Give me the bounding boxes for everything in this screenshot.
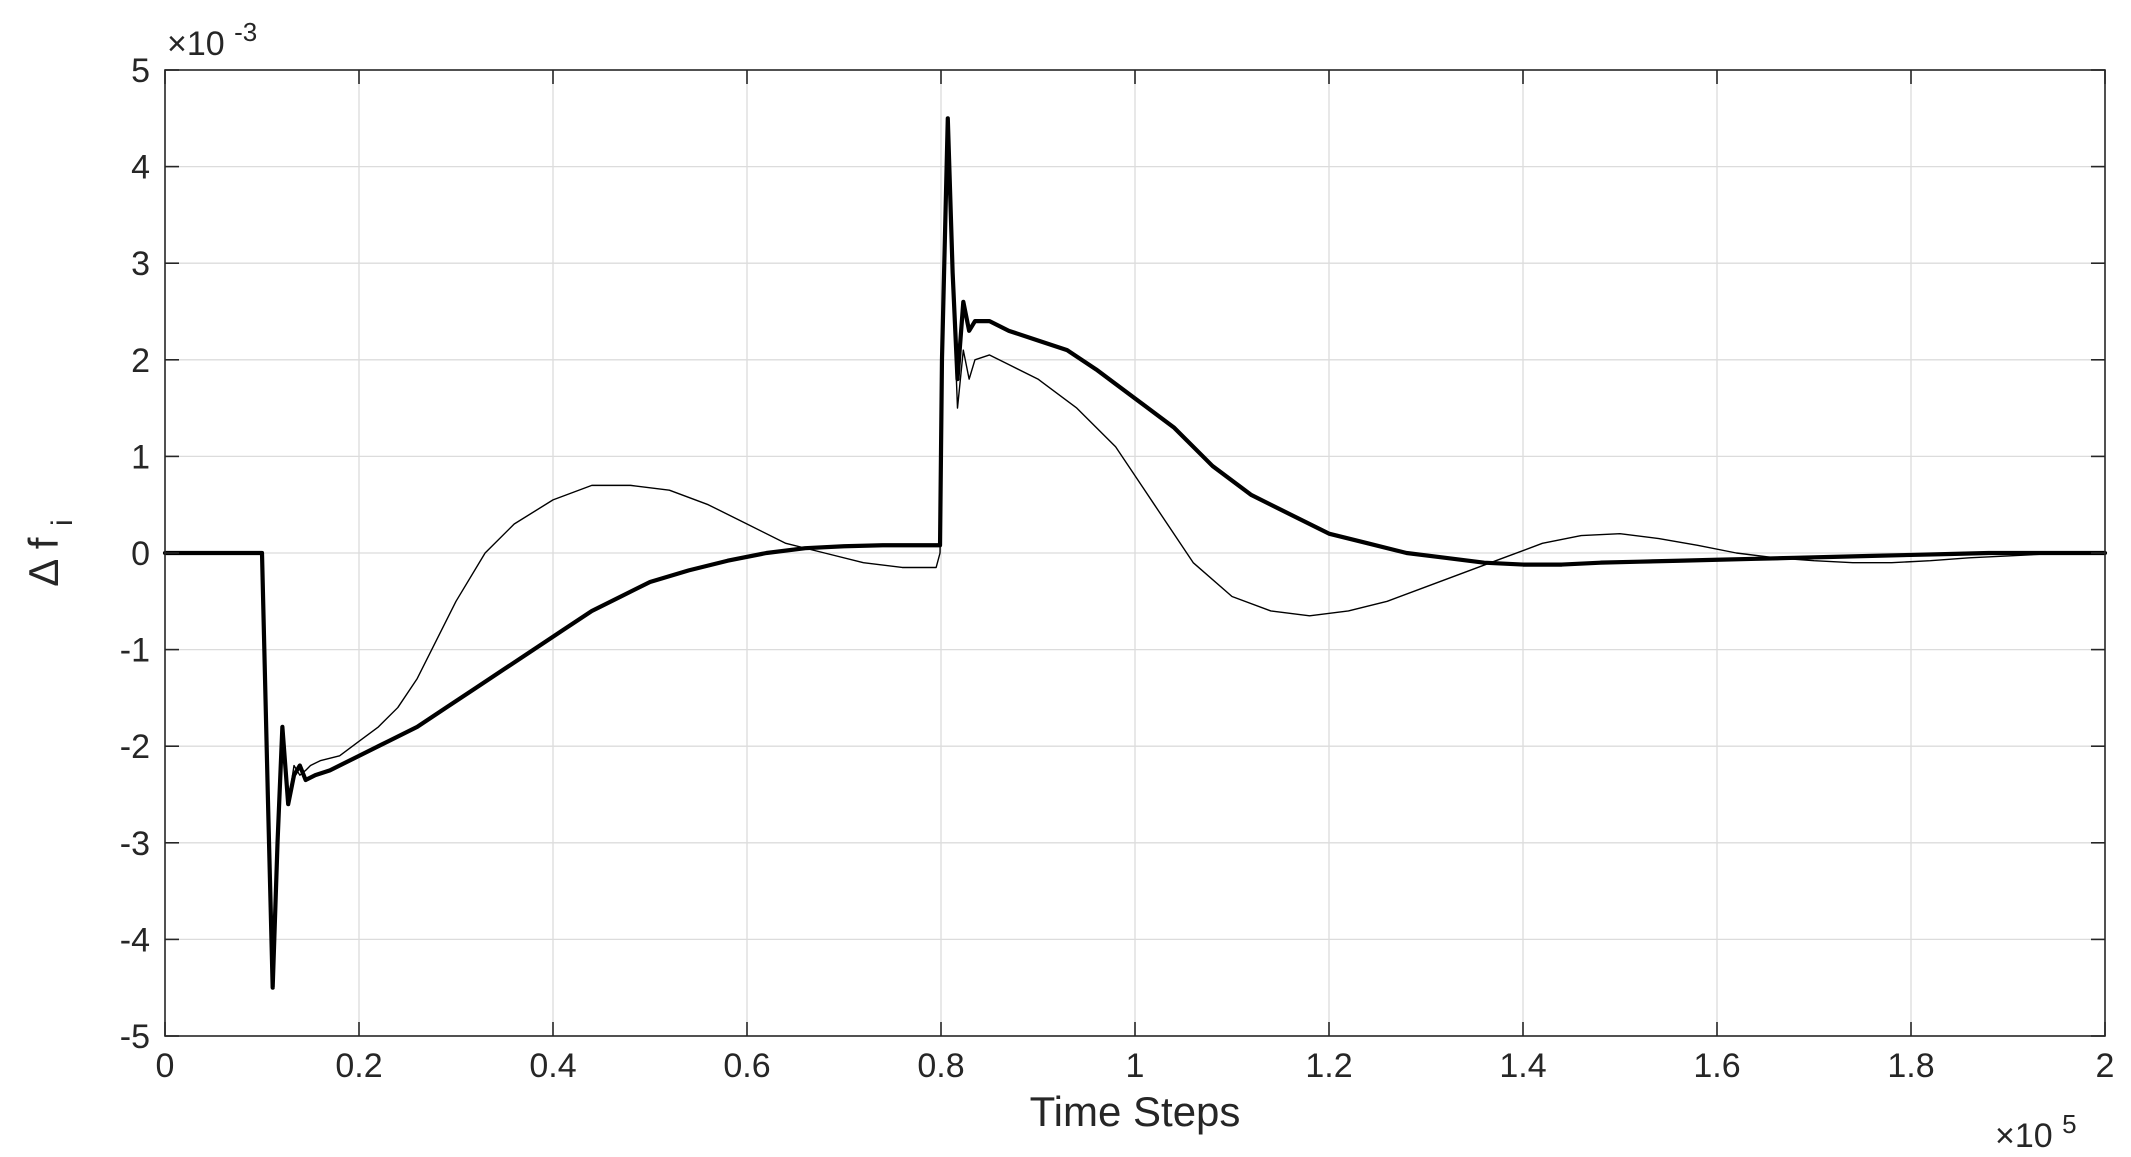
y-axis-label-group: Δ f i	[20, 519, 79, 586]
y-tick-label: 5	[131, 52, 150, 90]
x-tick-label: 0.6	[723, 1047, 770, 1085]
x-exponent-base: ×10	[1995, 1117, 2053, 1155]
y-exponent-power: -3	[234, 17, 257, 47]
x-exponent-power: 5	[2062, 1109, 2076, 1139]
ticks: 0 0.2 0.4 0.6 0.8 1 1.2 1.4 1.6 1.8 2 -5 -4 -3 -2 -1 0 1 2…	[120, 52, 2115, 1085]
y-tick-label: -1	[120, 632, 150, 670]
grid	[165, 70, 2105, 1036]
y-tick-label: 4	[131, 149, 150, 187]
y-axis-label-subscript: i	[46, 519, 79, 526]
x-tick-label: 0.4	[529, 1047, 576, 1085]
y-tick-label: 2	[131, 342, 150, 380]
x-tick-label: 0	[156, 1047, 175, 1085]
x-tick-label: 1.6	[1693, 1047, 1740, 1085]
y-axis-exponent: ×10 -3	[167, 17, 257, 63]
y-axis-label-main: Δ f	[20, 537, 67, 586]
y-tick-label: -3	[120, 825, 150, 863]
y-tick-label: -4	[120, 921, 150, 959]
series-group	[162, 116, 2108, 990]
y-axis-label: Δ f i	[20, 519, 79, 586]
x-tick-label: 1.2	[1305, 1047, 1352, 1085]
y-tick-label: 0	[131, 535, 150, 573]
x-tick-label: 0.8	[917, 1047, 964, 1085]
y-exponent-base: ×10	[167, 25, 225, 63]
x-axis-exponent: ×10 5	[1995, 1109, 2077, 1155]
y-tick-label: -2	[120, 728, 150, 766]
x-tick-label: 1	[1126, 1047, 1145, 1085]
x-tick-label: 1.4	[1499, 1047, 1546, 1085]
y-tick-label: 3	[131, 245, 150, 283]
x-tick-label: 0.2	[335, 1047, 382, 1085]
series-line-thick	[162, 116, 2108, 990]
x-tick-label: 1.8	[1887, 1047, 1934, 1085]
y-tick-label: 1	[131, 438, 150, 476]
x-axis-label: Time Steps	[1030, 1088, 1241, 1135]
x-tick-label: 2	[2096, 1047, 2115, 1085]
y-tick-label: -5	[120, 1018, 150, 1056]
